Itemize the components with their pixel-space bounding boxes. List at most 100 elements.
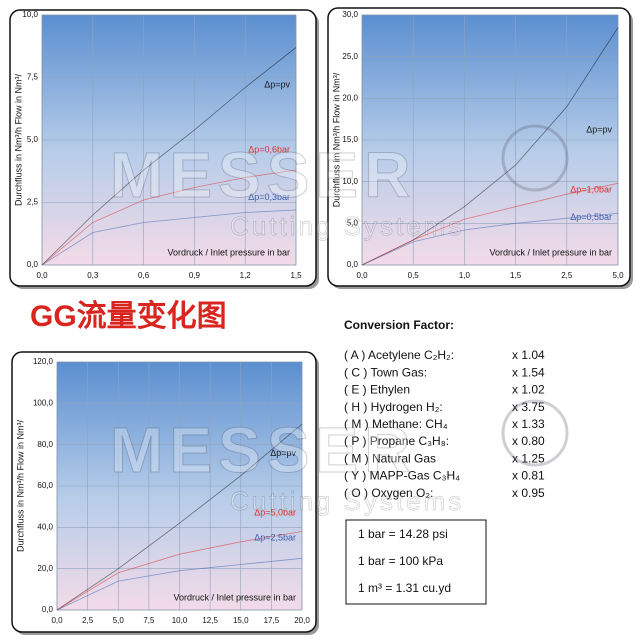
series-line (56, 557, 303, 611)
charts: 0,0 2,5 5,0 7,5 10,0 0,0 0,3 0,6 0,9 1,2 1,5 Δp=pv Δ… (9, 7, 633, 635)
y-tick-label: 100,0 (33, 398, 54, 407)
series-line (361, 212, 619, 266)
y-tick-label: 80,0 (37, 440, 53, 449)
x-tick-label: 1,5 (290, 271, 302, 280)
y-tick-label: 15,0 (342, 135, 358, 144)
unit-conversion: 1 bar = 14.28 psi (358, 527, 448, 541)
x-tick-label: 0,9 (189, 271, 201, 280)
series-line (56, 423, 303, 611)
watermark-sub: Cutting Systems (230, 211, 464, 241)
gas-factor: x 3.75 (512, 400, 545, 414)
x-axis-label: Vordruck / Inlet pressure in bar (489, 247, 612, 257)
plot-frame (361, 14, 619, 266)
gas-name: ( C ) Town Gas: (344, 365, 427, 379)
x-tick-label: 10,0 (172, 616, 188, 625)
y-tick-label: 20,0 (342, 93, 358, 102)
gas-factor: x 0.80 (512, 434, 545, 448)
gas-name: ( H ) Hydrogen H₂: (344, 400, 443, 414)
series-line (361, 182, 619, 266)
watermark-brand: MESSER (110, 139, 416, 211)
series-line (41, 169, 297, 266)
y-tick-label: 30,0 (342, 10, 358, 19)
x-tick-label: 1,0 (459, 271, 471, 280)
unit-conversion: 1 m³ = 1.31 cu.yd (358, 581, 451, 595)
series-label: Δp=0,3bar (248, 192, 290, 202)
x-tick-label: 7,5 (143, 616, 155, 625)
gas-factor: x 1.02 (512, 383, 545, 397)
y-tick-label: 0,0 (347, 260, 359, 269)
conversion-title: Conversion Factor: (344, 318, 454, 332)
x-axis-label: Vordruck / Inlet pressure in bar (173, 592, 296, 602)
gas-factor: x 1.25 (512, 451, 545, 465)
gas-name: ( Y ) MAPP-Gas C₃H₄ (344, 469, 460, 483)
y-tick-label: 5,0 (27, 135, 39, 144)
watermark-brand: MESSER (110, 414, 416, 486)
conversion-list: ( A ) Acetylene C₂H₂: x 1.04 ( C ) Town Ga… (344, 348, 545, 595)
gas-name: ( E ) Ethylen (344, 383, 410, 397)
heading: GG流量变化图 (30, 299, 227, 333)
gas-name: ( M ) Natural Gas (344, 451, 436, 465)
gas-factor: x 0.95 (512, 486, 545, 500)
x-tick-label: 5,0 (612, 271, 624, 280)
series-label: Δp=1,0bar (570, 184, 612, 194)
series-label: Δp=0,6bar (248, 144, 290, 154)
y-tick-label: 60,0 (37, 481, 53, 490)
chart: 0,0 20,0 40,0 60,0 80,0 100,0 120,0 0,0 2,5 5,0 7,… (11, 351, 319, 635)
y-tick-label: 7,5 (27, 73, 39, 82)
x-tick-label: 2,5 (82, 616, 94, 625)
x-tick-label: 20,0 (294, 616, 310, 625)
y-tick-label: 0,0 (27, 260, 39, 269)
y-axis-label: Durchfluss im Nm³/h Flow in Nm³/ (331, 72, 341, 207)
gas-factor: x 1.04 (512, 348, 545, 362)
units-box (345, 519, 487, 605)
x-tick-label: 1,5 (510, 271, 522, 280)
y-tick-label: 40,0 (37, 522, 53, 531)
x-tick-label: 1,2 (240, 271, 252, 280)
y-tick-label: 5,0 (347, 218, 359, 227)
y-tick-label: 20,0 (37, 564, 53, 573)
y-axis-label: Durchfluss in Nm³/h Flow in Nm³/ (13, 73, 23, 206)
x-tick-label: 12,5 (202, 616, 218, 625)
series-line (41, 209, 297, 266)
x-tick-label: 0,0 (51, 616, 63, 625)
y-tick-label: 2,5 (27, 198, 39, 207)
watermark-logo (501, 399, 569, 467)
watermark-logo (501, 124, 569, 192)
series-line (56, 531, 303, 611)
gas-factor: x 1.54 (512, 365, 545, 379)
x-tick-label: 0,5 (408, 271, 420, 280)
series-line (41, 47, 297, 266)
gas-name: ( A ) Acetylene C₂H₂: (344, 348, 454, 362)
gas-name: ( M ) Methane: CH₄ (344, 417, 448, 431)
unit-conversion: 1 bar = 100 kPa (358, 554, 443, 568)
gas-name: ( P ) Propane C₃H₈: (344, 434, 449, 448)
x-tick-label: 0,6 (138, 271, 150, 280)
series-label: Δp=pv (270, 448, 296, 458)
plot-frame (41, 14, 297, 266)
x-tick-label: 2,5 (561, 271, 573, 280)
watermark-sub: Cutting Systems (230, 486, 464, 516)
series-label: Δp=pv (586, 124, 612, 134)
y-tick-label: 25,0 (342, 52, 358, 61)
y-tick-label: 10,0 (342, 177, 358, 186)
y-tick-label: 0,0 (42, 605, 54, 614)
x-tick-label: 17,5 (264, 616, 280, 625)
chart: 0,0 5,0 10,0 15,0 20,0 25,0 30,0 0,0 0,5 1,0 1,5 2,… (327, 7, 633, 289)
gas-name: ( O ) Oxygen O₂: (344, 486, 433, 500)
series-label: Δp=2,5bar (254, 532, 296, 542)
gas-factor: x 0.81 (512, 469, 545, 483)
x-axis-label: Vordruck / Inlet pressure in bar (167, 247, 290, 257)
series-label: Δp=0,5bar (570, 212, 612, 222)
x-tick-label: 0,0 (36, 271, 48, 280)
gas-factor: x 1.33 (512, 417, 545, 431)
x-tick-label: 15,0 (233, 616, 249, 625)
x-tick-label: 5,0 (113, 616, 125, 625)
y-tick-label: 10,0 (22, 10, 38, 19)
plot-frame (56, 361, 303, 611)
chart: 0,0 2,5 5,0 7,5 10,0 0,0 0,3 0,6 0,9 1,2 1,5 Δp=pv Δ… (9, 9, 319, 289)
y-tick-label: 120,0 (33, 357, 54, 366)
